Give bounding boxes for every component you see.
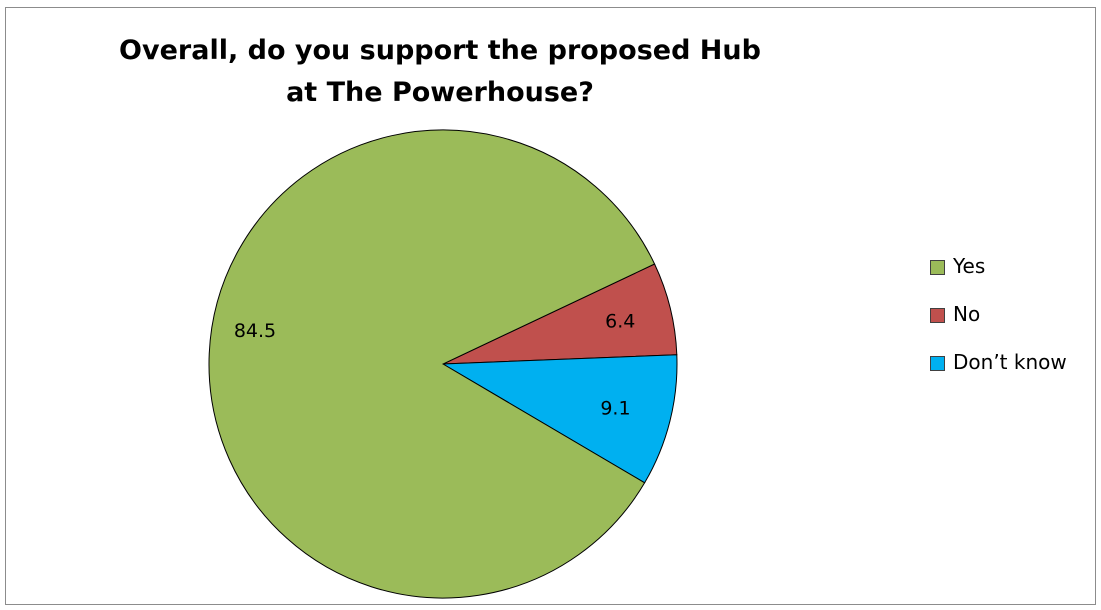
data-label-no: 6.4: [605, 311, 635, 333]
data-label-don-t-know: 9.1: [600, 397, 630, 419]
legend-swatch-no: [930, 308, 945, 323]
pie-slice-don-t-know: [441, 354, 678, 484]
legend-swatch-dont-know: [930, 356, 945, 371]
chart-title: Overall, do you support the proposed Hub…: [119, 35, 761, 108]
legend-label-no: No: [953, 302, 981, 326]
data-label-yes: 84.5: [234, 320, 276, 342]
legend-swatch-yes: [930, 260, 945, 275]
legend-label-yes: Yes: [953, 254, 986, 278]
legend-label-dont-know: Don’t know: [953, 350, 1067, 374]
pie-slice-yes: [208, 129, 656, 599]
